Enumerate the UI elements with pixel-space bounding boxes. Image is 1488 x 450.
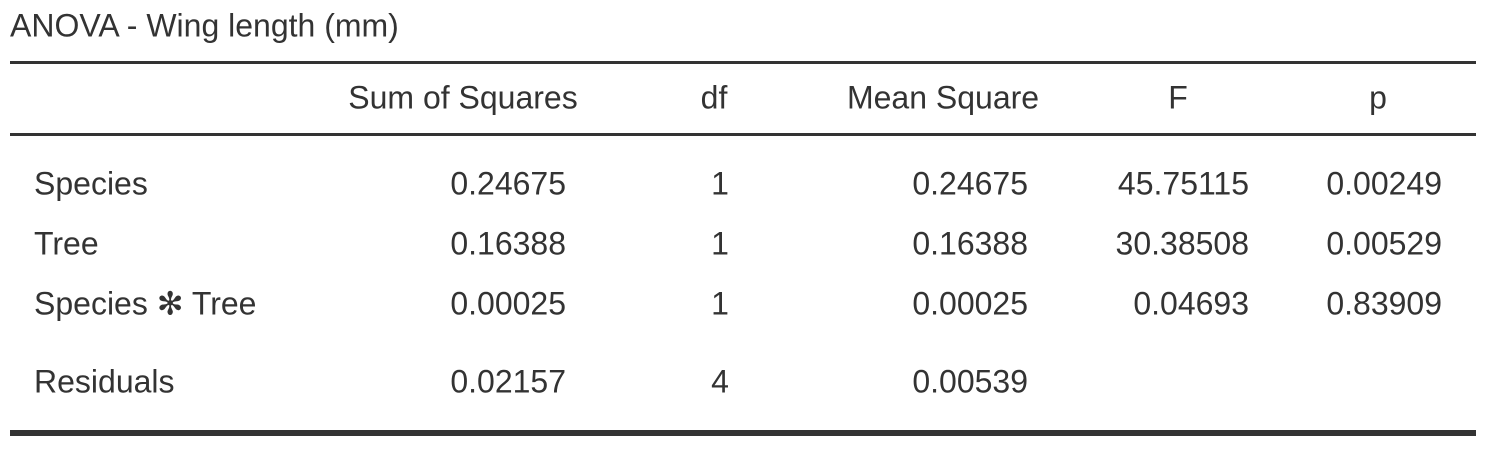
- row-label: Species ✻ Tree: [34, 285, 256, 321]
- table-cell: 1: [711, 225, 729, 261]
- row-label: Tree: [34, 225, 99, 261]
- table-cell: 0.16388: [912, 225, 1028, 261]
- table-cell: 4: [711, 363, 729, 399]
- column-header: Mean Square: [847, 79, 1039, 115]
- table-cell: 0.00249: [1326, 165, 1442, 201]
- column-header: df: [701, 79, 728, 115]
- column-header: Sum of Squares: [348, 79, 577, 115]
- header-rule: [10, 133, 1476, 136]
- table-cell: 0.04693: [1133, 285, 1249, 321]
- bottom-rule: [10, 430, 1476, 436]
- table-cell: 0.24675: [912, 165, 1028, 201]
- table-cell: 0.83909: [1326, 285, 1442, 321]
- table-cell: 0.16388: [450, 225, 566, 261]
- row-label: Residuals: [34, 363, 175, 399]
- table-cell: 0.24675: [450, 165, 566, 201]
- table-cell: 1: [711, 165, 729, 201]
- table-cell: 0.00539: [912, 363, 1028, 399]
- table-cell: 1: [711, 285, 729, 321]
- table-cell: 30.38508: [1116, 225, 1249, 261]
- row-label: Species: [34, 165, 148, 201]
- column-header: F: [1168, 79, 1188, 115]
- column-header: p: [1369, 79, 1387, 115]
- top-rule: [10, 61, 1476, 64]
- table-cell: 0.00025: [912, 285, 1028, 321]
- table-cell: 45.75115: [1118, 165, 1249, 201]
- table-title: ANOVA - Wing length (mm): [10, 7, 399, 43]
- table-cell: 0.02157: [450, 363, 566, 399]
- table-cell: 0.00025: [450, 285, 566, 321]
- table-cell: 0.00529: [1326, 225, 1442, 261]
